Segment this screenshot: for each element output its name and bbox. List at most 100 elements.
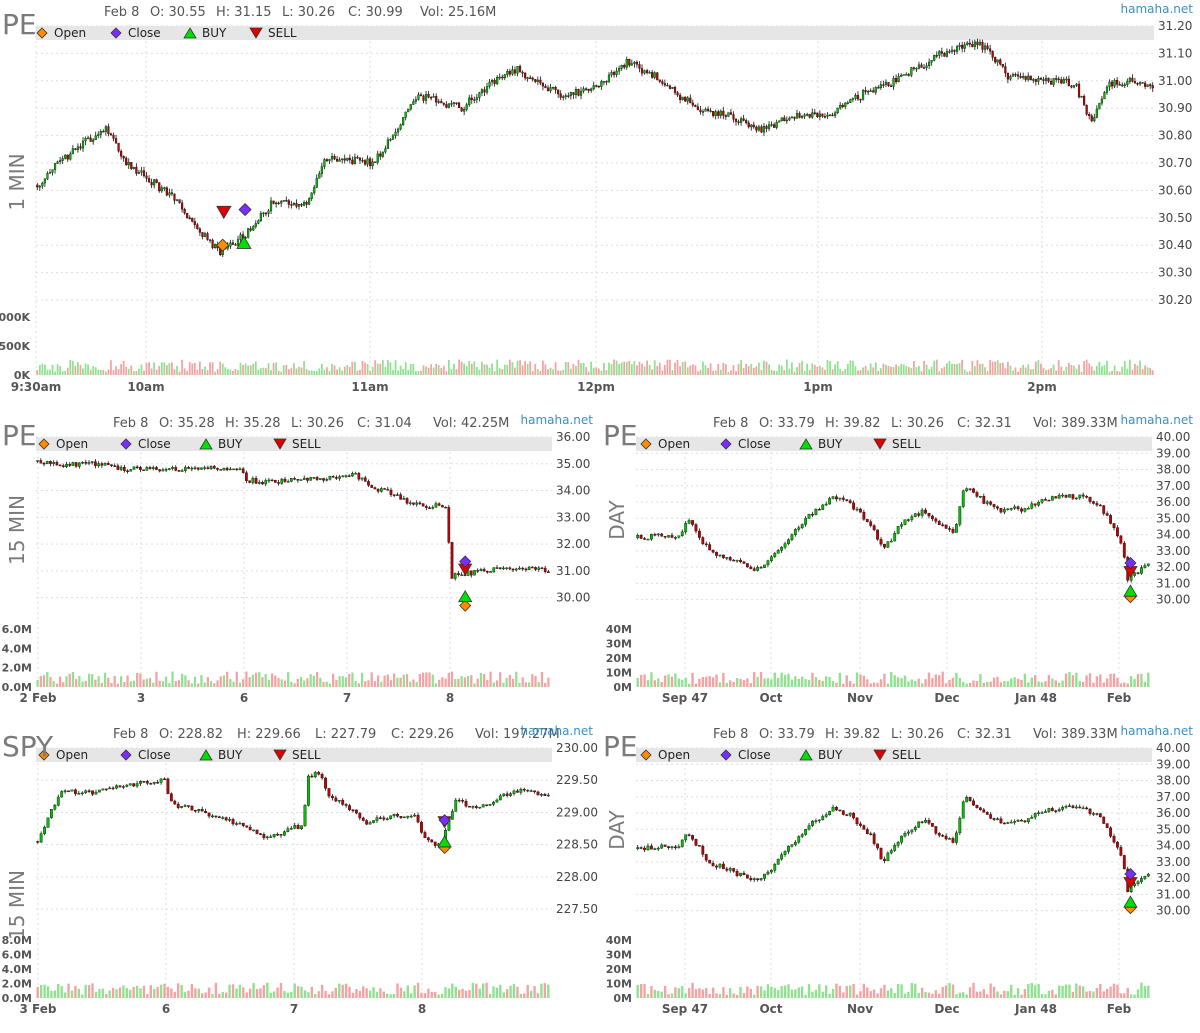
legend-buy-icon [799, 438, 813, 450]
candle-body [982, 809, 986, 813]
volume-bar [694, 365, 697, 375]
candle-body [476, 570, 480, 572]
candle-body [917, 513, 921, 516]
volume-bar [394, 360, 397, 375]
volume-bar [282, 365, 285, 375]
candle-body [734, 118, 738, 122]
candle-body [408, 502, 412, 504]
volume-bar [158, 680, 161, 687]
symbol-label: SPY [2, 730, 54, 763]
candle-body [412, 502, 415, 505]
candle-body [1055, 78, 1058, 80]
volume-bar [485, 982, 488, 998]
candle-body [46, 173, 49, 180]
volume-bar [643, 674, 646, 687]
candle-body [1013, 821, 1017, 823]
candle-body [1116, 841, 1119, 848]
volume-bar [269, 992, 272, 998]
volume-bar [379, 363, 382, 375]
volume-bar [835, 682, 838, 687]
candle-body [296, 825, 300, 830]
candle-body [1068, 494, 1071, 498]
volume-bar [674, 673, 677, 687]
volume-bar [164, 676, 168, 687]
candle-body [1116, 79, 1119, 85]
candle-body [712, 111, 715, 116]
candle-body [307, 775, 310, 806]
candle-body [755, 126, 758, 131]
volume-bar [623, 361, 626, 375]
volume-bar [803, 370, 806, 375]
volume-bar [1095, 365, 1098, 375]
candle-body [982, 495, 986, 504]
candle-body [577, 89, 580, 96]
volume-bar [965, 683, 968, 687]
candle-body [872, 525, 876, 531]
candle-body [615, 70, 618, 75]
candles [636, 795, 1150, 894]
volume-bar [488, 367, 491, 375]
candle-body [1081, 807, 1085, 810]
volume-bar [213, 683, 216, 687]
candle-body [122, 156, 125, 159]
candle-body [739, 872, 742, 876]
volume-bar [91, 983, 94, 998]
x-tick-label: 7 [343, 691, 351, 705]
candle-body [86, 137, 90, 140]
candle-body [343, 158, 346, 161]
volume-bar [756, 985, 759, 998]
volume-bar [651, 369, 654, 375]
candle-body [317, 772, 321, 775]
volume-bar [54, 371, 56, 375]
volume-bar [483, 673, 486, 687]
candle-body [382, 817, 386, 820]
volume-bar [146, 994, 149, 998]
candle-body [381, 151, 384, 157]
candle-body [864, 90, 867, 92]
volume-bar [785, 359, 788, 375]
candle-body [667, 846, 670, 848]
volume-bar [191, 363, 194, 375]
candle-body [201, 232, 204, 237]
volume-bar [261, 677, 264, 687]
volume-bar [958, 363, 961, 375]
volume-bar [367, 680, 370, 687]
candle-body [58, 464, 62, 467]
volume-bar [1020, 679, 1023, 687]
y-tick-label: 227.50 [556, 902, 598, 916]
volume-bar [122, 985, 125, 998]
candle-body [1090, 115, 1093, 122]
candle-body [66, 154, 69, 160]
volume-bar [1057, 682, 1061, 687]
candle-body [505, 567, 508, 569]
x-tick-label: Feb [1107, 1002, 1132, 1016]
volume-bar [116, 683, 120, 687]
x-tick-label: 11am [351, 380, 388, 394]
volume-bar [915, 367, 918, 375]
candle-body [155, 467, 158, 470]
candle-body [474, 806, 478, 808]
volume-bar [483, 364, 486, 375]
volume-bar [417, 371, 420, 375]
volume-bar [737, 364, 740, 375]
volume-bar [749, 988, 752, 998]
volume-bar [359, 369, 361, 375]
candle-body [169, 793, 173, 802]
candle-body [344, 475, 348, 477]
candle-body [818, 113, 821, 118]
candle-body [708, 859, 712, 864]
candle-body [1062, 79, 1065, 84]
volume-bar [471, 982, 475, 998]
volume-bar [948, 983, 951, 998]
candle-body [996, 59, 999, 63]
volume-bar [1012, 370, 1014, 375]
volume-bar [667, 674, 670, 687]
candle-body [46, 817, 50, 828]
volume-tick-label: 10M [606, 978, 632, 991]
volume-bar [1003, 990, 1006, 998]
volume-bar [1116, 677, 1119, 687]
volume-bar [475, 983, 478, 998]
y-tick-label: 30.70 [1158, 156, 1192, 170]
candle-body [903, 833, 907, 837]
volume-bar [882, 363, 885, 375]
